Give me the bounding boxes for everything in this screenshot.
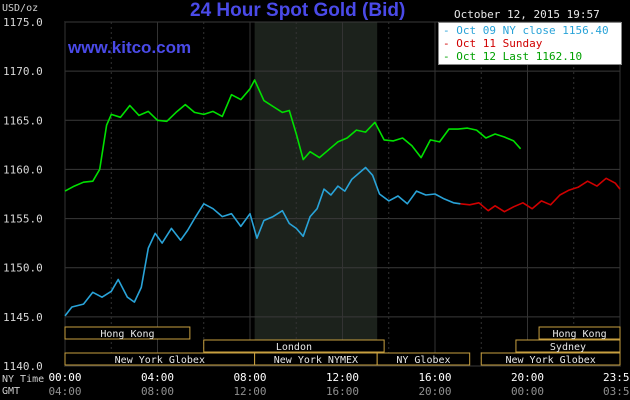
- session-label: New York Globex: [505, 355, 595, 366]
- y-tick-label: 1165.0: [3, 114, 43, 127]
- session-bar: [480, 352, 621, 366]
- ny-time-label: NY Time: [2, 374, 45, 385]
- chart-title: 24 Hour Spot Gold (Bid): [190, 0, 406, 21]
- x-tick-ny: 16:00: [418, 371, 451, 384]
- session-label: Sydney: [550, 342, 586, 353]
- date-label: October 12, 2015 19:57: [454, 8, 600, 21]
- legend-item-oct11: - Oct 11 Sunday: [443, 37, 543, 50]
- legend: - Oct 09 NY close 1156.40 - Oct 11 Sunda…: [438, 22, 622, 65]
- series-line-1: [460, 177, 621, 213]
- unit-label: USD/oz: [2, 3, 39, 14]
- x-tick-ny: 00:00: [48, 371, 81, 384]
- y-tick-label: 1160.0: [3, 163, 43, 176]
- gmt-label: GMT: [2, 386, 21, 397]
- session-label: London: [276, 342, 312, 353]
- x-tick-gmt: 04:00: [48, 385, 81, 398]
- x-tick-gmt: 12:00: [233, 385, 266, 398]
- session-bar: [538, 326, 621, 340]
- nymex-shade: [254, 22, 378, 366]
- x-tick-gmt: 08:00: [141, 385, 174, 398]
- session-bar: [64, 326, 191, 340]
- y-tick-label: 1150.0: [3, 262, 43, 275]
- x-tick-ny: 08:00: [233, 371, 266, 384]
- session-label: Hong Kong: [552, 329, 606, 340]
- legend-item-oct12: - Oct 12 Last 1162.10: [443, 50, 583, 63]
- x-tick-gmt: 20:00: [418, 385, 451, 398]
- session-label: New York Globex: [115, 355, 205, 366]
- x-tick-ny: 20:00: [511, 371, 544, 384]
- session-label: NY Globex: [396, 355, 450, 366]
- session-bar: [203, 339, 385, 353]
- y-tick-label: 1145.0: [3, 311, 43, 324]
- x-tick-ny: 23:59: [603, 371, 630, 384]
- y-tick-label: 1155.0: [3, 213, 43, 226]
- session-bar: [376, 352, 471, 366]
- series-line-2: [64, 79, 522, 192]
- legend-item-oct09: - Oct 09 NY close 1156.40: [443, 24, 609, 37]
- x-tick-gmt: 16:00: [326, 385, 359, 398]
- y-tick-label: 1170.0: [3, 65, 43, 78]
- x-tick-ny: 12:00: [326, 371, 359, 384]
- x-tick-gmt: 00:00: [511, 385, 544, 398]
- x-tick-gmt: 03:59: [603, 385, 630, 398]
- y-tick-label: 1175.0: [3, 16, 43, 29]
- session-bar: [515, 339, 621, 353]
- y-tick-label: 1140.0: [3, 360, 43, 373]
- site-link[interactable]: www.kitco.com: [68, 38, 192, 57]
- series-line-0: [64, 166, 461, 317]
- session-label: New York NYMEX: [274, 355, 358, 366]
- session-label: Hong Kong: [100, 329, 154, 340]
- x-tick-ny: 04:00: [141, 371, 174, 384]
